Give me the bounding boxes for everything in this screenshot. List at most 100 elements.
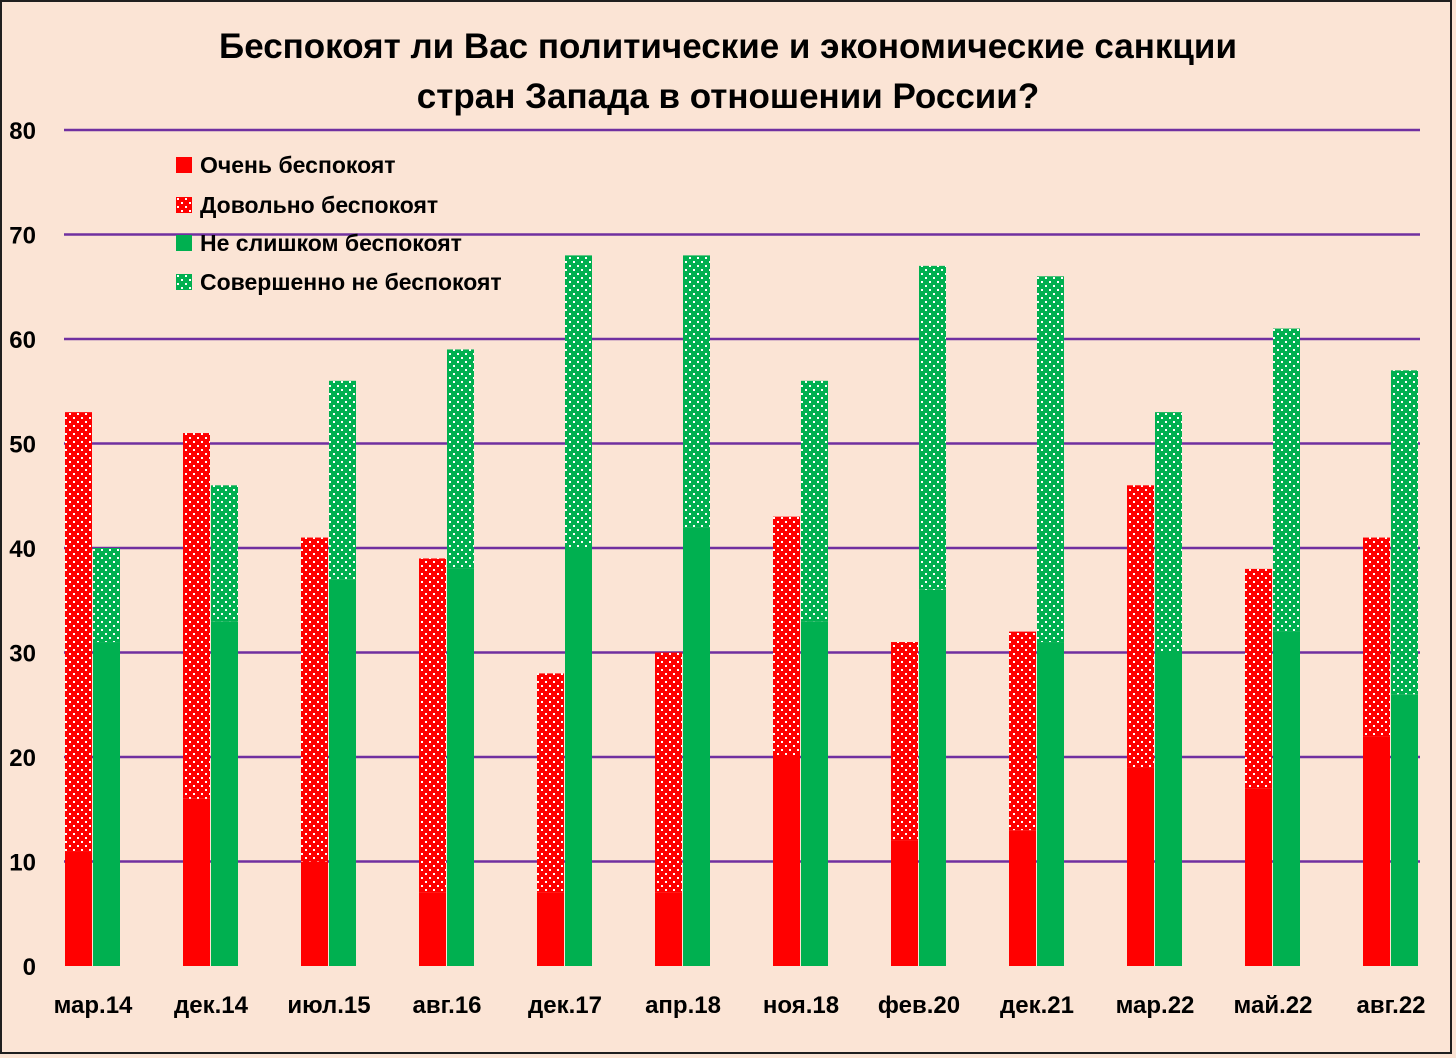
bar-not-at-all-concerned — [1037, 276, 1064, 643]
legend-label: Очень беспокоят — [200, 151, 396, 178]
bar-group — [1245, 328, 1300, 966]
bar-rather-concerned — [1009, 631, 1036, 831]
y-axis: 0 10 20 30 40 50 60 70 80 — [9, 118, 36, 981]
x-tick-label: июл.15 — [287, 992, 370, 1019]
x-tick-label: апр.18 — [645, 992, 721, 1019]
bar-group — [1127, 412, 1182, 966]
x-tick-label: дек.17 — [528, 992, 602, 1019]
legend-label: Довольно беспокоят — [200, 191, 439, 218]
gridlines — [64, 128, 1420, 863]
bar-rather-concerned — [773, 516, 800, 757]
bar-very-concerned — [1245, 788, 1272, 966]
y-tick-label: 30 — [9, 641, 36, 668]
x-tick-label: дек.21 — [1000, 992, 1074, 1019]
chart-title-line-1: Беспокоят ли Вас политические и экономич… — [219, 27, 1237, 66]
bar-very-concerned — [65, 851, 92, 966]
bar-not-very-concerned — [1273, 631, 1300, 966]
bar-not-very-concerned — [447, 568, 474, 966]
bar-rather-concerned — [301, 537, 328, 862]
x-tick-label: авг.22 — [1356, 992, 1425, 1019]
bar-rather-concerned — [183, 433, 210, 799]
bars — [65, 255, 1418, 966]
bar-not-very-concerned — [1037, 642, 1064, 966]
bar-not-very-concerned — [919, 589, 946, 966]
bar-very-concerned — [183, 798, 210, 966]
legend-label: Не слишком беспокоят — [200, 229, 462, 256]
bar-very-concerned — [537, 892, 564, 966]
bar-not-at-all-concerned — [1273, 328, 1300, 632]
y-tick-label: 60 — [9, 327, 36, 354]
bar-not-very-concerned — [93, 642, 120, 966]
chart-title: Беспокоят ли Вас политические и экономич… — [0, 22, 1456, 122]
y-tick-label: 20 — [9, 745, 36, 772]
bar-not-at-all-concerned — [93, 548, 120, 643]
bar-not-very-concerned — [211, 621, 238, 966]
legend-swatch-very-concerned — [176, 157, 192, 173]
bar-not-at-all-concerned — [211, 485, 238, 622]
bar-not-at-all-concerned — [565, 255, 592, 548]
bar-group — [773, 380, 828, 966]
bar-group — [65, 412, 120, 966]
bar-very-concerned — [1363, 736, 1390, 966]
x-tick-label: ноя.18 — [763, 992, 839, 1019]
bar-group — [301, 380, 356, 966]
x-tick-label: дек.14 — [174, 992, 249, 1019]
bar-group — [183, 433, 238, 966]
legend-item-very-concerned: Очень беспокоят — [176, 150, 396, 180]
chart-title-line-2: стран Запада в отношении России? — [416, 77, 1040, 116]
bar-not-very-concerned — [683, 527, 710, 966]
bar-rather-concerned — [1245, 568, 1272, 789]
bar-not-at-all-concerned — [447, 349, 474, 569]
legend-item-rather-concerned: Довольно беспокоят — [176, 190, 438, 220]
bar-not-at-all-concerned — [1391, 370, 1418, 695]
bar-very-concerned — [419, 892, 446, 966]
bar-rather-concerned — [891, 642, 918, 841]
legend-swatch-rather-concerned — [176, 197, 192, 213]
bar-not-at-all-concerned — [919, 265, 946, 590]
bar-group — [655, 255, 710, 966]
x-tick-label: мар.22 — [1116, 992, 1195, 1019]
bar-very-concerned — [891, 840, 918, 966]
bar-not-at-all-concerned — [801, 380, 828, 622]
bar-very-concerned — [1127, 767, 1154, 966]
bar-rather-concerned — [537, 673, 564, 893]
y-tick-label: 40 — [9, 536, 36, 563]
legend-item-not-very-concerned: Не слишком беспокоят — [176, 228, 462, 258]
bar-very-concerned — [773, 757, 800, 966]
bar-very-concerned — [1009, 830, 1036, 966]
x-tick-label: май.22 — [1234, 992, 1313, 1019]
bar-not-at-all-concerned — [683, 255, 710, 528]
x-axis: мар.14 дек.14 июл.15 авг.16 дек.17 апр.18 ноя.… — [54, 992, 1426, 1019]
y-tick-label: 80 — [9, 118, 36, 145]
bar-group — [891, 265, 946, 966]
y-tick-label: 10 — [9, 850, 36, 877]
bar-rather-concerned — [655, 652, 682, 893]
bar-group — [1363, 370, 1418, 966]
bar-rather-concerned — [65, 412, 92, 852]
x-tick-label: мар.14 — [54, 992, 133, 1019]
bar-not-very-concerned — [801, 621, 828, 966]
bar-not-very-concerned — [565, 548, 592, 966]
x-tick-label: авг.16 — [412, 992, 481, 1019]
x-tick-label: фев.20 — [878, 992, 960, 1019]
bar-not-very-concerned — [329, 579, 356, 966]
bar-rather-concerned — [419, 558, 446, 893]
bar-group — [537, 255, 592, 966]
bar-not-very-concerned — [1155, 652, 1182, 966]
bar-very-concerned — [655, 892, 682, 966]
bar-not-at-all-concerned — [329, 380, 356, 580]
y-tick-label: 0 — [23, 954, 36, 981]
legend-swatch-not-very-concerned — [176, 235, 192, 251]
bar-very-concerned — [301, 861, 328, 966]
bar-not-at-all-concerned — [1155, 412, 1182, 653]
bar-group — [419, 349, 474, 966]
legend-label: Совершенно не беспокоят — [200, 268, 502, 295]
y-tick-label: 70 — [9, 223, 36, 250]
bar-rather-concerned — [1127, 485, 1154, 768]
bar-rather-concerned — [1363, 537, 1390, 737]
bar-group — [1009, 276, 1064, 966]
bar-not-very-concerned — [1391, 694, 1418, 966]
legend-item-not-at-all-concerned: Совершенно не беспокоят — [176, 267, 502, 297]
